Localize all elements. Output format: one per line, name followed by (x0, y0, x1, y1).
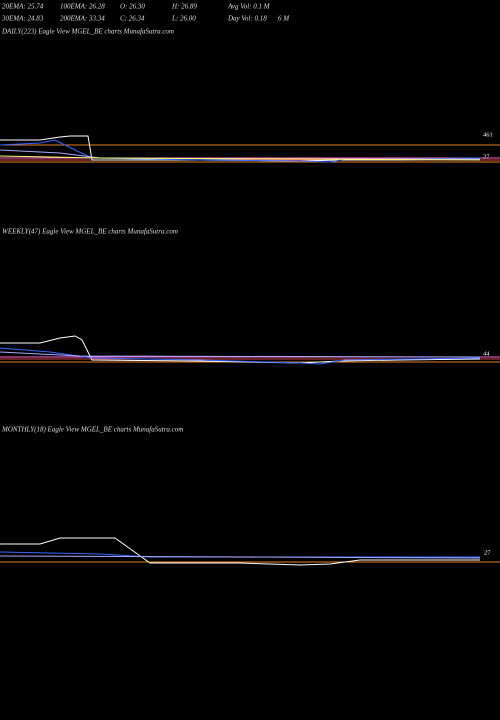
panel-title: MONTHLY(18) Eagle View MGEL_BE charts Mu… (1, 426, 183, 434)
price-label: 27 (484, 549, 491, 556)
stat: C: 26.34 (120, 15, 145, 23)
price-label: 44 (483, 350, 490, 357)
stat: Day Vol: 0.18 (227, 15, 267, 23)
stat: 6 M (278, 15, 290, 23)
stat: L: 26.00 (171, 15, 196, 23)
weekly-lines (0, 335, 500, 365)
stat: 200EMA: 33.34 (60, 15, 105, 23)
price-label: 461 (483, 131, 493, 138)
stat: Avg Vol: 0.1 M (227, 3, 271, 11)
stat: O: 26.30 (120, 3, 145, 11)
panel-title: WEEKLY(47) Eagle View MGEL_BE charts Mun… (2, 228, 178, 236)
panel-title: DAILY(223) Eagle View MGEL_BE charts Mun… (1, 28, 174, 36)
stat: 30EMA: 24.83 (1, 15, 44, 23)
stat: H: 26.89 (171, 3, 197, 11)
stat: 100EMA: 26.28 (60, 3, 105, 11)
price-label: 27 (483, 153, 490, 160)
daily-lines (0, 135, 500, 163)
monthly-lines (0, 537, 500, 566)
stat: 20EMA: 25.74 (2, 3, 44, 11)
